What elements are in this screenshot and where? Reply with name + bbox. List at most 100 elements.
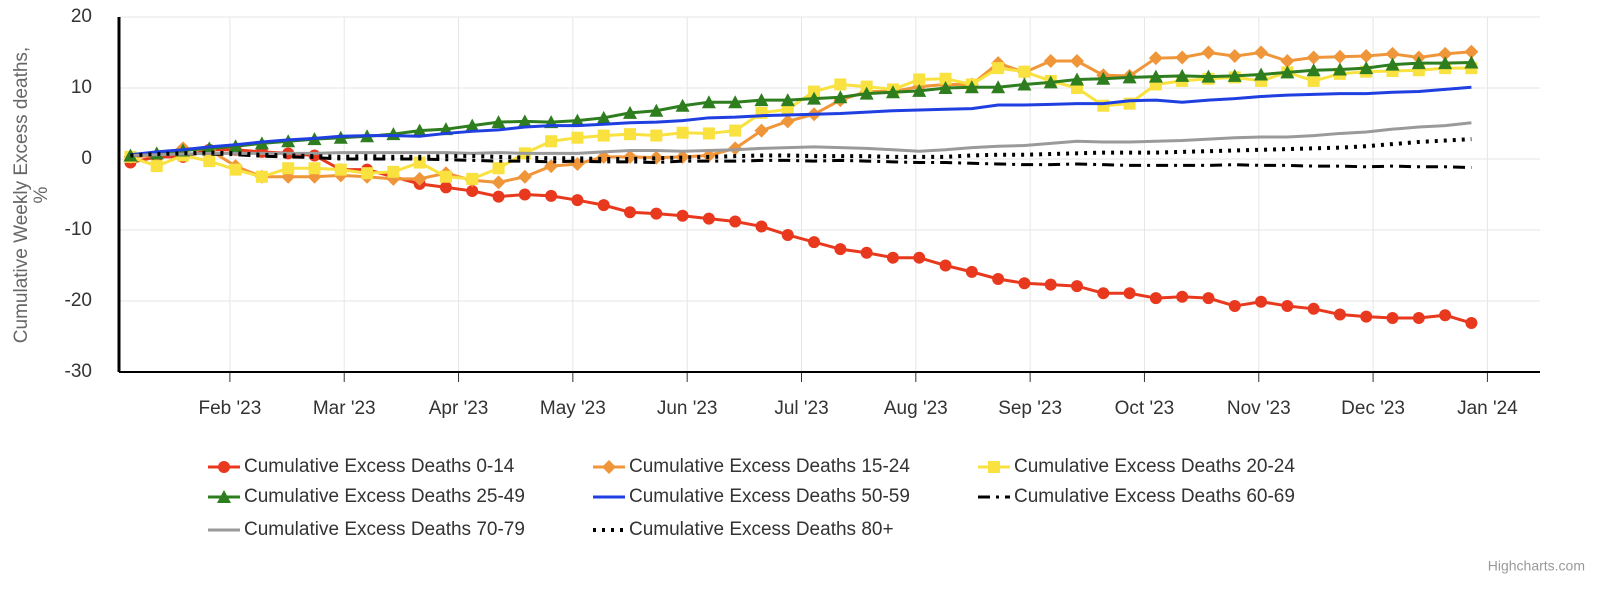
point — [1043, 75, 1058, 89]
credits[interactable]: Highcharts.com — [1488, 558, 1585, 574]
point — [387, 165, 400, 178]
point — [1018, 65, 1031, 78]
point — [466, 172, 479, 185]
legend-marker — [602, 460, 616, 474]
y-tick-label: -20 — [65, 290, 92, 311]
point — [1332, 49, 1347, 64]
point — [702, 127, 715, 140]
point — [465, 118, 480, 132]
point — [308, 162, 321, 175]
legend-marker — [218, 461, 230, 473]
point — [702, 212, 715, 225]
point — [701, 95, 716, 109]
legend-label[interactable]: Cumulative Excess Deaths 0-14 — [244, 456, 515, 477]
series-line — [130, 148, 1472, 325]
point — [1122, 70, 1137, 84]
point — [1043, 54, 1058, 69]
point — [571, 194, 584, 207]
point — [1385, 46, 1400, 61]
point — [1254, 45, 1269, 60]
point — [1439, 309, 1452, 322]
point — [596, 110, 611, 124]
series-line — [129, 66, 1472, 181]
point — [755, 220, 768, 233]
point — [913, 251, 926, 264]
point — [964, 80, 979, 94]
point — [1018, 277, 1031, 290]
point — [1333, 308, 1346, 321]
point — [308, 149, 321, 162]
point — [1176, 290, 1189, 303]
point — [649, 103, 664, 117]
x-tick-label: Dec '23 — [1341, 398, 1405, 419]
point — [754, 123, 769, 138]
point — [439, 170, 452, 183]
x-tick-label: May '23 — [540, 398, 606, 419]
legend-label[interactable]: Cumulative Excess Deaths 80+ — [629, 519, 894, 540]
x-tick-label: Nov '23 — [1227, 398, 1291, 419]
point — [1360, 310, 1373, 323]
point — [729, 215, 742, 228]
point — [1307, 74, 1320, 87]
point — [729, 124, 742, 137]
point — [570, 113, 585, 127]
point — [1306, 50, 1321, 65]
point — [1254, 67, 1269, 81]
point — [1096, 71, 1111, 85]
legend-label[interactable]: Cumulative Excess Deaths 20-24 — [1014, 456, 1295, 477]
point — [1280, 65, 1295, 79]
point — [1201, 45, 1216, 60]
point — [255, 170, 268, 183]
series-line — [130, 152, 1472, 170]
point — [518, 188, 531, 201]
point — [334, 163, 347, 176]
point — [1412, 312, 1425, 325]
point — [517, 114, 532, 128]
legend-label[interactable]: Cumulative Excess Deaths 70-79 — [244, 519, 525, 540]
legend-label[interactable]: Cumulative Excess Deaths 15-24 — [629, 456, 910, 477]
point — [466, 184, 479, 197]
point — [1123, 287, 1136, 300]
y-tick-label: -30 — [65, 361, 92, 382]
y-tick-label: 0 — [81, 148, 92, 169]
series-line — [130, 85, 1472, 157]
series-line — [130, 137, 1472, 161]
point — [650, 129, 663, 142]
x-tick-label: Apr '23 — [429, 398, 489, 419]
point — [754, 93, 769, 107]
legend-marker — [988, 461, 1000, 473]
point — [728, 95, 743, 109]
point — [361, 167, 374, 180]
point — [1307, 302, 1320, 315]
point — [1149, 292, 1162, 305]
point — [413, 156, 426, 169]
legend-label[interactable]: Cumulative Excess Deaths 25-49 — [244, 486, 525, 507]
point — [992, 272, 1005, 285]
legend-label[interactable]: Cumulative Excess Deaths 50-59 — [629, 486, 910, 507]
legend-label[interactable]: Cumulative Excess Deaths 60-69 — [1014, 486, 1295, 507]
point — [1332, 62, 1347, 76]
point — [780, 114, 795, 129]
point — [1280, 54, 1295, 69]
y-axis-title: Cumulative Weekly Excess deaths, — [11, 47, 32, 343]
point — [1227, 49, 1242, 64]
point — [1071, 280, 1084, 293]
point — [834, 243, 847, 256]
point — [412, 123, 427, 137]
point — [203, 155, 216, 168]
point — [1228, 299, 1241, 312]
point — [833, 90, 848, 104]
x-tick-label: Aug '23 — [884, 398, 948, 419]
point — [1097, 287, 1110, 300]
point — [492, 162, 505, 175]
point — [860, 80, 873, 93]
point — [517, 169, 532, 184]
point — [676, 209, 689, 222]
point — [1385, 57, 1400, 71]
point — [1175, 68, 1190, 82]
x-tick-label: Jun '23 — [657, 398, 718, 419]
point — [545, 135, 558, 148]
point — [1202, 292, 1215, 305]
point — [1255, 295, 1268, 308]
